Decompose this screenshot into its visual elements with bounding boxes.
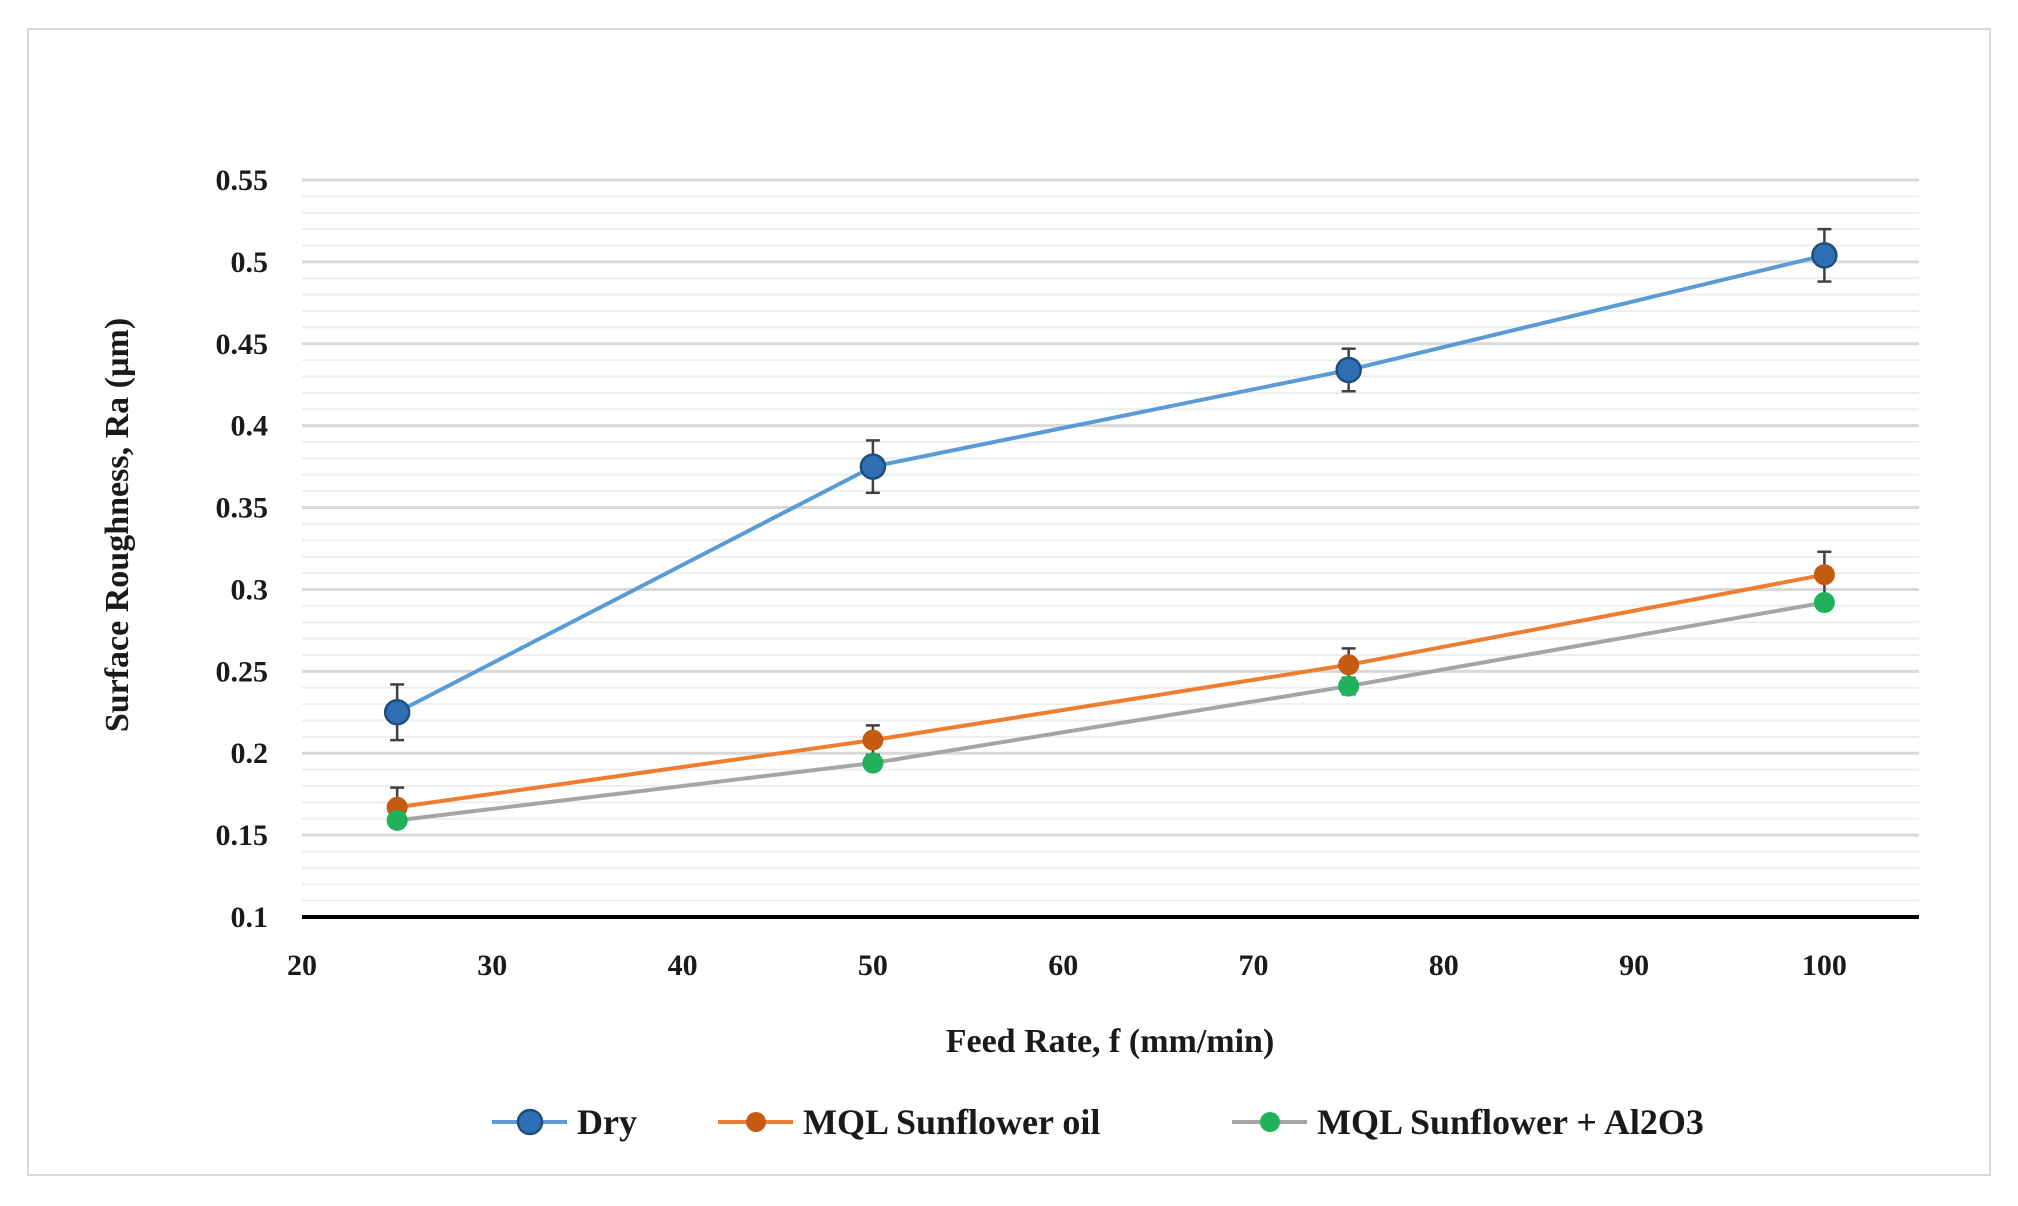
series-1 (383, 227, 1838, 742)
x-tick-label: 30 (477, 949, 507, 982)
series-line (396, 600, 1825, 823)
legend-marker (1260, 1112, 1280, 1132)
y-tick-label: 0.25 (216, 655, 269, 688)
data-point (383, 699, 411, 726)
x-axis-ticks: 20 30 40 50 60 70 80 90 100 (287, 949, 1847, 982)
data-point (1813, 592, 1835, 614)
y-tick-label: 0.1 (231, 901, 269, 934)
series-3 (386, 592, 1835, 831)
data-point (386, 809, 408, 831)
y-tick-label: 0.45 (216, 328, 269, 361)
legend-label: Dry (577, 1102, 637, 1142)
x-axis-title: Feed Rate, f (mm/min) (946, 1023, 1275, 1060)
x-tick-label: 90 (1619, 949, 1649, 982)
data-point (1813, 564, 1835, 586)
data-point (862, 729, 884, 751)
chart-frame (27, 28, 1991, 1176)
series-line (396, 253, 1825, 715)
y-axis-ticks: 0.1 0.15 0.2 0.25 0.3 0.35 0.4 0.45 0.5 0.55 (216, 164, 269, 934)
series-group (383, 227, 1838, 831)
legend-label: MQL Sunflower oil (803, 1102, 1100, 1142)
y-tick-label: 0.55 (216, 164, 269, 197)
legend: Dry MQL Sunflower oil MQL Sunflower + Al2O… (492, 1102, 1704, 1142)
data-point (862, 752, 884, 774)
y-tick-label: 0.4 (231, 410, 269, 443)
y-axis-title: Surface Roughness, Ra (µm) (99, 318, 136, 732)
data-point (1338, 675, 1360, 697)
legend-item-1: Dry (492, 1102, 637, 1142)
x-tick-label: 80 (1429, 949, 1459, 982)
x-tick-label: 70 (1239, 949, 1269, 982)
data-point (1811, 242, 1838, 269)
y-tick-label: 0.15 (216, 819, 269, 852)
y-tick-label: 0.2 (231, 737, 269, 770)
x-tick-label: 40 (668, 949, 698, 982)
x-tick-label: 60 (1048, 949, 1078, 982)
data-point (1338, 654, 1360, 676)
series-line (396, 572, 1825, 810)
x-tick-label: 20 (287, 949, 317, 982)
legend-marker (516, 1108, 544, 1136)
legend-marker (746, 1112, 766, 1132)
legend-item-3: MQL Sunflower + Al2O3 (1232, 1102, 1704, 1142)
data-point (1335, 356, 1362, 384)
x-tick-label: 50 (858, 949, 888, 982)
y-tick-label: 0.3 (231, 573, 269, 606)
legend-label: MQL Sunflower + Al2O3 (1317, 1102, 1704, 1142)
y-tick-label: 0.35 (216, 492, 269, 525)
y-tick-label: 0.5 (231, 246, 269, 279)
grid-lines (302, 178, 1919, 902)
legend-item-2: MQL Sunflower oil (718, 1102, 1100, 1142)
data-point (859, 453, 887, 480)
x-tick-label: 100 (1802, 949, 1847, 982)
